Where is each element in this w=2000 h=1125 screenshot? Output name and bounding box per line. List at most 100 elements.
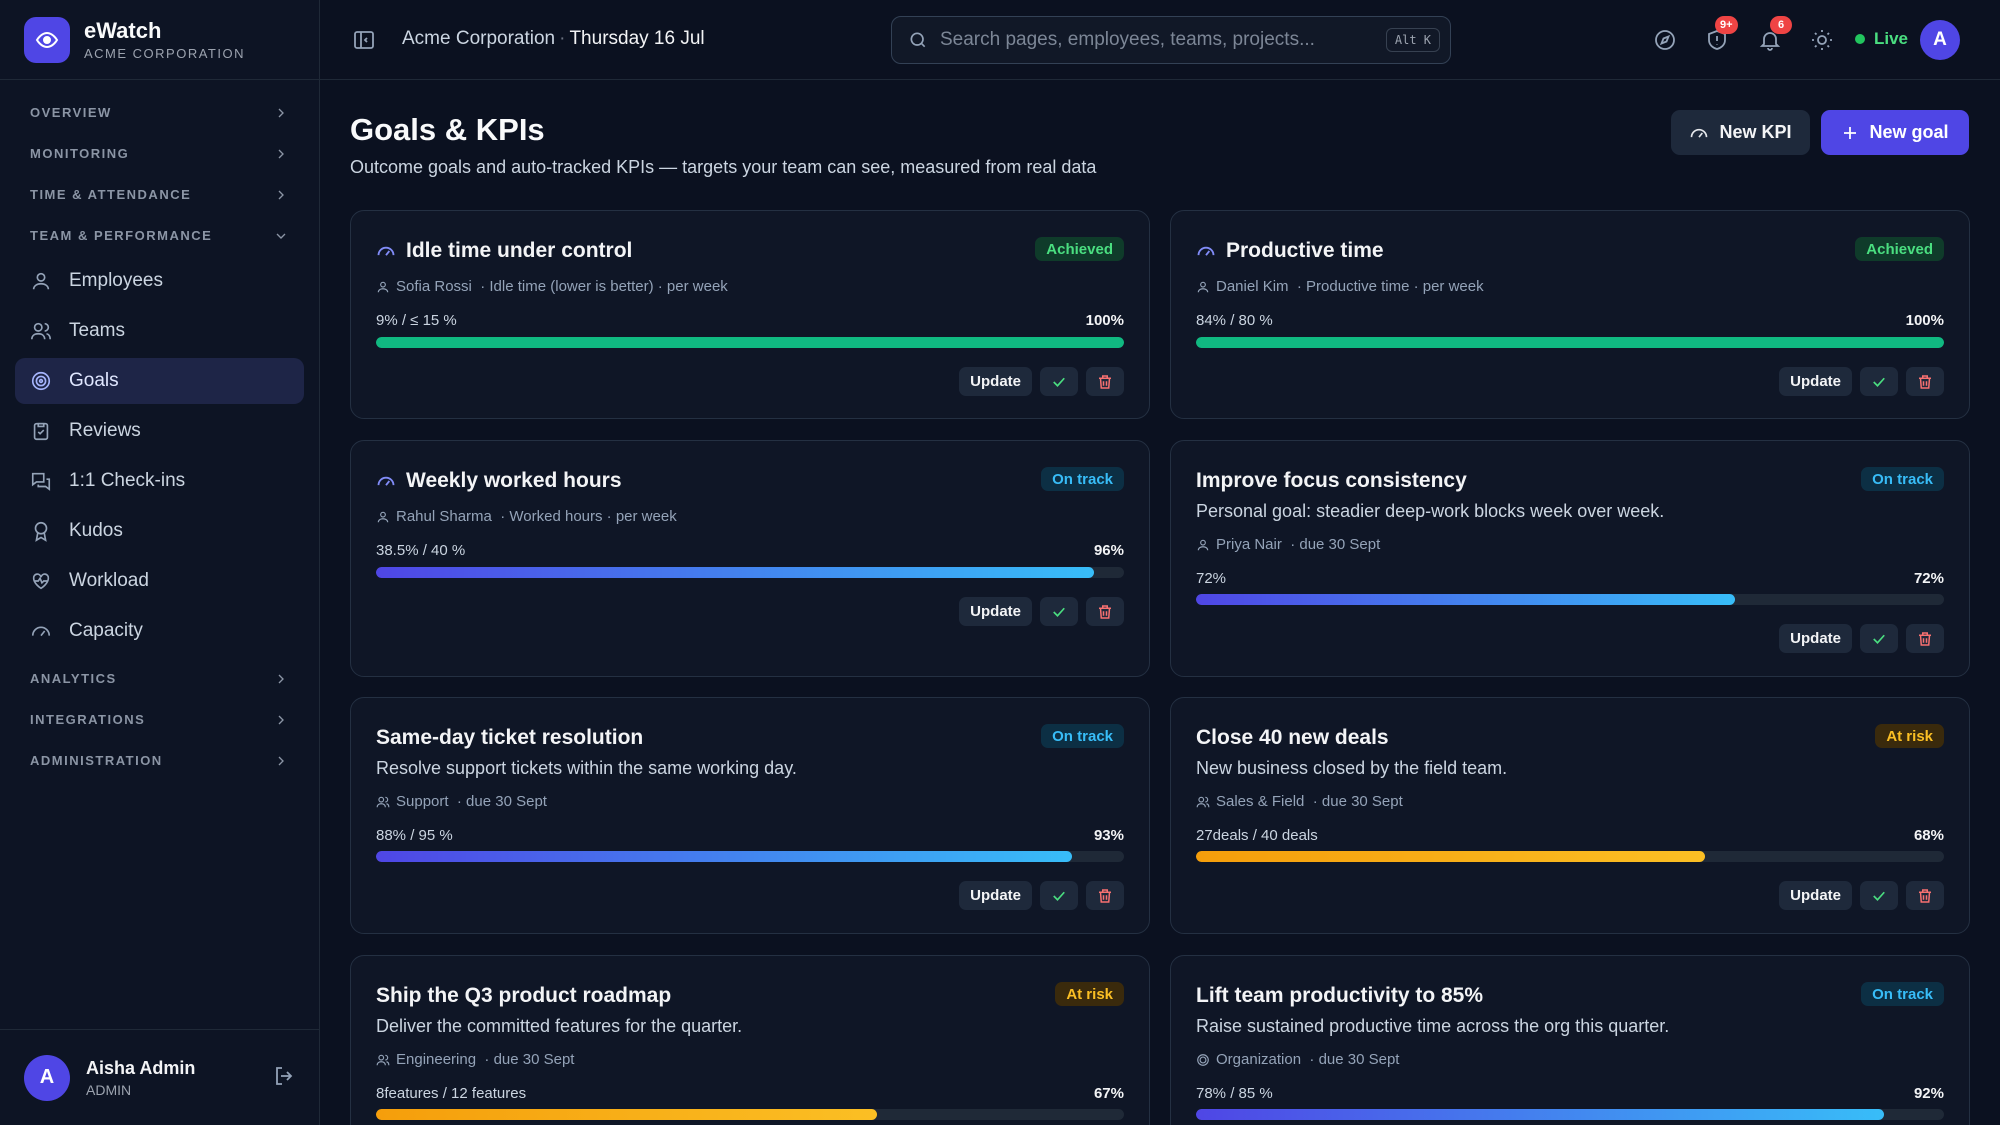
header-avatar[interactable]: A bbox=[1920, 20, 1960, 60]
progress-fill bbox=[1196, 851, 1705, 862]
progress-bar bbox=[376, 337, 1124, 348]
eye-logo-icon bbox=[24, 16, 70, 63]
user-role: ADMIN bbox=[86, 1081, 132, 1098]
sidebar-section-time-attendance[interactable]: TIME & ATTENDANCE bbox=[15, 174, 304, 215]
brand[interactable]: eWatch ACME CORPORATION bbox=[0, 0, 319, 80]
complete-button[interactable] bbox=[1860, 881, 1898, 910]
breadcrumb-separator: · bbox=[559, 28, 566, 49]
search-shortcut: Alt K bbox=[1385, 28, 1440, 52]
progress-fill bbox=[376, 567, 1095, 578]
breadcrumb: Acme Corporation · Thursday 16 Jul bbox=[402, 28, 705, 50]
notifications-badge: 6 bbox=[1770, 16, 1792, 34]
goal-card: Weekly worked hours On track Rahul Sharm… bbox=[350, 440, 1150, 677]
goal-title-row: Productive time bbox=[1196, 239, 1384, 263]
progress-label: 78% / 85 % bbox=[1196, 1085, 1273, 1102]
avatar[interactable]: A bbox=[24, 1054, 70, 1101]
update-button[interactable]: Update bbox=[1779, 624, 1852, 653]
goal-description: New business closed by the field team. bbox=[1196, 758, 1508, 778]
update-button[interactable]: Update bbox=[1779, 367, 1852, 396]
sidebar-item-kudos[interactable]: Kudos bbox=[15, 508, 304, 554]
sidebar-section-administration[interactable]: ADMINISTRATION bbox=[15, 740, 304, 781]
goal-actions: Update bbox=[1779, 881, 1944, 910]
compass-icon[interactable] bbox=[1653, 28, 1677, 52]
sidebar-item-capacity[interactable]: Capacity bbox=[15, 608, 304, 654]
delete-button[interactable] bbox=[1086, 367, 1124, 396]
sidebar-section-monitoring[interactable]: MONITORING bbox=[15, 133, 304, 174]
award-icon bbox=[29, 519, 53, 543]
goal-description: Personal goal: steadier deep-work blocks… bbox=[1196, 501, 1665, 521]
goal-title-row: Idle time under control bbox=[376, 239, 632, 263]
user-icon bbox=[1197, 281, 1209, 292]
progress-bar bbox=[376, 851, 1124, 862]
sidebar-item-label: Workload bbox=[69, 570, 149, 591]
complete-button[interactable] bbox=[1860, 624, 1898, 653]
complete-button[interactable] bbox=[1040, 367, 1078, 396]
sidebar-item-check-ins[interactable]: 1:1 Check-ins bbox=[15, 458, 304, 504]
sidebar-item-reviews[interactable]: Reviews bbox=[15, 408, 304, 454]
progress-fill bbox=[376, 1109, 878, 1120]
bell-icon[interactable]: 6 bbox=[1758, 16, 1792, 52]
goal-meta-detail: · due 30 Sept bbox=[1309, 1051, 1400, 1068]
new-goal-label: New goal bbox=[1869, 122, 1949, 142]
goal-actions: Update bbox=[1779, 367, 1944, 396]
user-profile: A Aisha Admin ADMIN bbox=[0, 1029, 320, 1125]
sidebar-section-integrations[interactable]: INTEGRATIONS bbox=[15, 699, 304, 740]
progress-bar bbox=[1196, 1109, 1944, 1120]
chevron-right-icon bbox=[278, 190, 284, 199]
progress-percent: 72% bbox=[1913, 570, 1944, 587]
user-icon bbox=[377, 511, 389, 522]
update-button[interactable]: Update bbox=[1779, 881, 1852, 910]
sun-icon[interactable] bbox=[1810, 28, 1834, 52]
update-button[interactable]: Update bbox=[959, 597, 1032, 626]
goal-title-row: Same-day ticket resolution bbox=[376, 726, 643, 750]
sidebar-toggle-icon[interactable] bbox=[352, 28, 376, 57]
complete-button[interactable] bbox=[1040, 597, 1078, 626]
goal-owner: Support bbox=[396, 793, 449, 810]
sidebar-section-team-performance[interactable]: TEAM & PERFORMANCE bbox=[15, 215, 304, 256]
plus-icon bbox=[1844, 126, 1857, 139]
goal-meta-detail: · Idle time (lower is better) · per week bbox=[480, 278, 728, 295]
delete-button[interactable] bbox=[1906, 367, 1944, 396]
progress-percent: 68% bbox=[1913, 827, 1944, 844]
page-title: Goals & KPIs bbox=[350, 112, 545, 147]
goal-title: Lift team productivity to 85% bbox=[1196, 984, 1484, 1007]
delete-button[interactable] bbox=[1906, 624, 1944, 653]
sidebar-item-teams[interactable]: Teams bbox=[15, 308, 304, 354]
progress-percent: 92% bbox=[1913, 1085, 1944, 1102]
goal-actions: Update bbox=[959, 367, 1124, 396]
chevron-right-icon bbox=[278, 756, 284, 765]
goal-title-row: Lift team productivity to 85% bbox=[1196, 984, 1483, 1008]
gauge-icon bbox=[29, 619, 53, 643]
sidebar-item-label: Employees bbox=[69, 270, 163, 291]
new-goal-button[interactable]: New goal bbox=[1821, 110, 1969, 155]
delete-button[interactable] bbox=[1086, 881, 1124, 910]
update-button[interactable]: Update bbox=[959, 881, 1032, 910]
sidebar-item-employees[interactable]: Employees bbox=[15, 258, 304, 304]
section-label: INTEGRATIONS bbox=[30, 712, 146, 727]
chevron-right-icon bbox=[278, 715, 284, 724]
progress-bar bbox=[1196, 337, 1944, 348]
complete-button[interactable] bbox=[1860, 367, 1898, 396]
progress-label: 8features / 12 features bbox=[376, 1085, 527, 1102]
delete-button[interactable] bbox=[1906, 881, 1944, 910]
chevron-right-icon bbox=[278, 108, 284, 117]
target-icon bbox=[1197, 1053, 1209, 1066]
complete-button[interactable] bbox=[1040, 881, 1078, 910]
status-badge: At risk bbox=[1055, 982, 1124, 1006]
update-button[interactable]: Update bbox=[959, 367, 1032, 396]
shield-alert-icon[interactable]: 9+ bbox=[1705, 16, 1738, 52]
sidebar-section-overview[interactable]: OVERVIEW bbox=[15, 92, 304, 133]
goal-actions: Update bbox=[1779, 624, 1944, 653]
trash-icon bbox=[1099, 604, 1111, 619]
delete-button[interactable] bbox=[1086, 597, 1124, 626]
chevron-right-icon bbox=[278, 149, 284, 158]
progress-bar bbox=[1196, 851, 1944, 862]
sidebar-item-workload[interactable]: Workload bbox=[15, 558, 304, 604]
new-kpi-button[interactable]: New KPI bbox=[1671, 110, 1810, 155]
goal-actions: Update bbox=[959, 597, 1124, 626]
top-header: Acme Corporation · Thursday 16 Jul Search … bbox=[320, 0, 2000, 80]
sidebar-section-analytics[interactable]: ANALYTICS bbox=[15, 658, 304, 699]
sidebar-item-goals[interactable]: Goals bbox=[15, 358, 304, 404]
logout-icon[interactable] bbox=[272, 1064, 296, 1093]
search-input[interactable]: Search pages, employees, teams, projects… bbox=[891, 16, 1451, 64]
